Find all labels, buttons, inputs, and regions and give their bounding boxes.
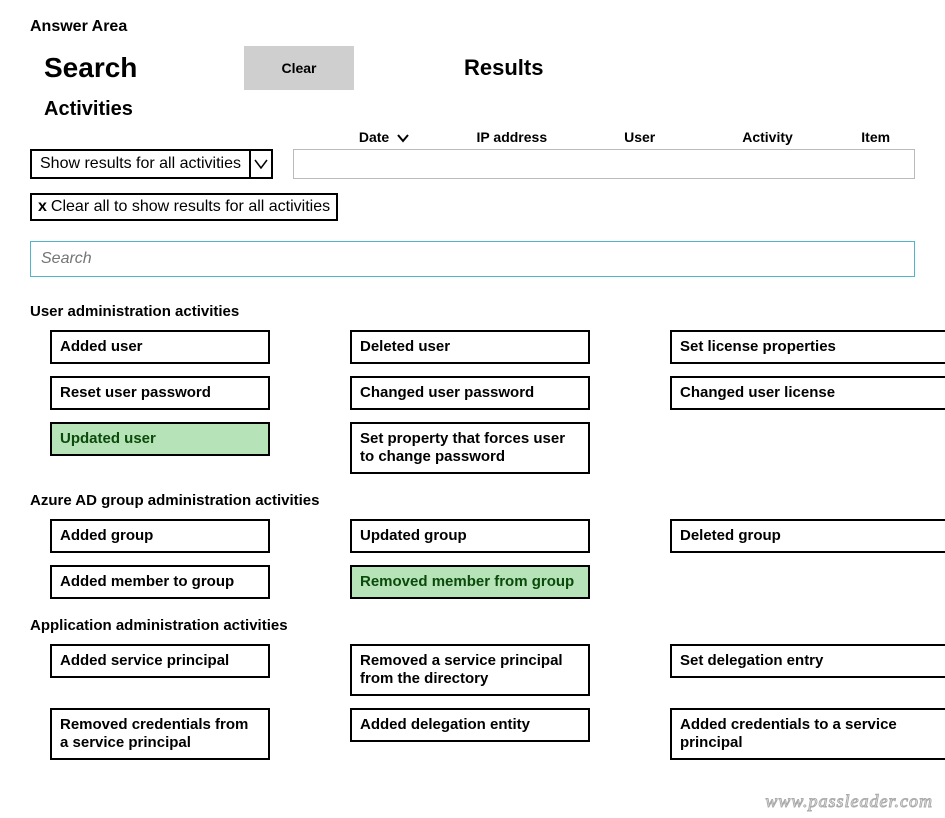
activity-deleted-user[interactable]: Deleted user	[350, 330, 590, 364]
section-group-admin-title: Azure AD group administration activities	[30, 492, 915, 509]
clear-filter-label: Clear all to show results for all activi…	[51, 198, 330, 216]
column-ip[interactable]: IP address	[443, 129, 581, 145]
activity-added-cred[interactable]: Added credentials to a service principal	[670, 708, 945, 760]
activities-dropdown-label: Show results for all activities	[32, 151, 249, 177]
column-item[interactable]: Item	[836, 129, 915, 145]
watermark: www.passleader.com	[765, 791, 933, 812]
activity-added-user[interactable]: Added user	[50, 330, 270, 364]
clear-button[interactable]: Clear	[244, 46, 354, 90]
search-heading: Search	[44, 52, 244, 84]
activities-dropdown[interactable]: Show results for all activities	[30, 149, 273, 179]
caret-down-icon	[249, 151, 271, 177]
column-date[interactable]: Date	[325, 129, 443, 145]
activity-changed-license[interactable]: Changed user license	[670, 376, 945, 410]
results-heading: Results	[464, 55, 543, 81]
section-app-admin-title: Application administration activities	[30, 617, 915, 634]
column-activity[interactable]: Activity	[699, 129, 837, 145]
column-user[interactable]: User	[581, 129, 699, 145]
section-user-admin-title: User administration activities	[30, 303, 915, 320]
activity-updated-group[interactable]: Updated group	[350, 519, 590, 553]
activity-added-sp[interactable]: Added service principal	[50, 644, 270, 678]
activity-changed-password[interactable]: Changed user password	[350, 376, 590, 410]
activity-set-license[interactable]: Set license properties	[670, 330, 945, 364]
activity-deleted-group[interactable]: Deleted group	[670, 519, 945, 553]
chevron-down-icon	[397, 129, 409, 145]
clear-filter-button[interactable]: x Clear all to show results for all acti…	[30, 193, 338, 221]
activity-removed-member[interactable]: Removed member from group	[350, 565, 590, 599]
results-list-empty	[293, 149, 915, 179]
activity-removed-sp[interactable]: Removed a service principal from the dir…	[350, 644, 590, 696]
activity-force-password[interactable]: Set property that forces user to change …	[350, 422, 590, 474]
activity-added-delegation[interactable]: Added delegation entity	[350, 708, 590, 742]
close-icon: x	[38, 198, 47, 216]
activity-set-delegation[interactable]: Set delegation entry	[670, 644, 945, 678]
activity-reset-password[interactable]: Reset user password	[50, 376, 270, 410]
activity-updated-user[interactable]: Updated user	[50, 422, 270, 456]
activity-removed-cred[interactable]: Removed credentials from a service princ…	[50, 708, 270, 760]
search-input[interactable]	[30, 241, 915, 277]
activity-added-member[interactable]: Added member to group	[50, 565, 270, 599]
activity-added-group[interactable]: Added group	[50, 519, 270, 553]
answer-area-label: Answer Area	[30, 18, 915, 36]
activities-heading: Activities	[44, 98, 915, 121]
column-date-label: Date	[359, 129, 389, 145]
